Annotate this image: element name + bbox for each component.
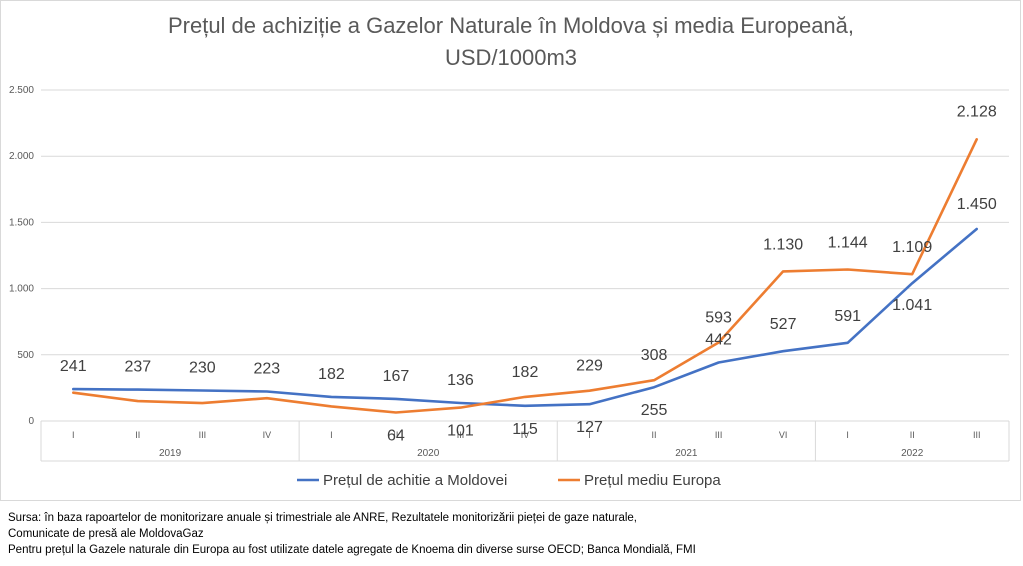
- data-label: 1.144: [828, 235, 868, 252]
- x-year-label: 2020: [417, 448, 440, 459]
- data-label: 223: [254, 360, 281, 377]
- data-label: 229: [576, 358, 603, 375]
- data-label: 527: [770, 316, 797, 333]
- x-tick-label: II: [393, 430, 398, 440]
- series-lines: [72, 138, 979, 414]
- x-tick-label: VI: [779, 430, 788, 440]
- x-tick-label: II: [910, 430, 915, 440]
- data-label: 591: [834, 308, 861, 325]
- data-label: 127: [576, 419, 603, 436]
- gridlines: 0 500 1.000 1.500 2.000 2.500: [9, 85, 1009, 427]
- data-label: 167: [383, 368, 410, 385]
- data-label: 136: [447, 372, 474, 389]
- data-label: 442: [705, 331, 732, 348]
- y-tick-label: 1.000: [9, 284, 34, 295]
- data-label: 237: [124, 359, 151, 376]
- data-label: 308: [641, 347, 668, 364]
- data-label: 241: [60, 358, 87, 375]
- line-chart: Prețul de achiziție a Gazelor Naturale î…: [9, 13, 1010, 489]
- series-line-europe: [72, 138, 979, 414]
- data-label: 2.128: [957, 103, 997, 120]
- data-label: 115: [512, 421, 538, 438]
- x-tick-label: III: [973, 430, 981, 440]
- legend-label: Prețul mediu Europa: [584, 472, 721, 489]
- data-label: 101: [447, 423, 474, 440]
- series-line-moldova: [72, 227, 979, 408]
- legend-label: Prețul de achitie a Moldovei: [323, 472, 507, 489]
- data-label: 1.041: [892, 297, 932, 314]
- x-tick-label: I: [330, 430, 333, 440]
- data-labels: 241 237 230 223 182 167 136 115 127 255 442 527 591 1…: [60, 103, 997, 444]
- x-tick-label: IV: [263, 430, 272, 440]
- x-tick-label: I: [846, 430, 849, 440]
- legend: Prețul de achitie a Moldovei Prețul mediu…: [297, 472, 721, 489]
- x-tick-label: I: [72, 430, 75, 440]
- data-label: 230: [189, 360, 216, 377]
- x-tick-label: III: [715, 430, 723, 440]
- y-tick-label: 2.500: [9, 85, 34, 96]
- x-tick-label: I: [588, 430, 591, 440]
- data-label: 182: [512, 364, 539, 381]
- data-label: 1.130: [763, 236, 803, 253]
- data-label: 593: [705, 309, 732, 326]
- data-label: 1.109: [892, 239, 932, 256]
- x-tick-label: IV: [521, 430, 530, 440]
- data-label: 1.450: [957, 196, 997, 213]
- x-tick-label: III: [199, 430, 207, 440]
- source-line: Sursa: în baza rapoartelor de monitoriza…: [8, 512, 637, 524]
- data-label: 64: [387, 428, 405, 445]
- x-tick-label: III: [457, 430, 465, 440]
- source-notes: Sursa: în baza rapoartelor de monitoriza…: [8, 510, 1018, 558]
- data-label: 255: [641, 402, 668, 419]
- source-line: Comunicate de presă ale MoldovaGaz: [8, 528, 204, 540]
- x-year-label: 2019: [159, 448, 182, 459]
- x-tick-label: II: [652, 430, 657, 440]
- chart-frame: Prețul de achiziție a Gazelor Naturale î…: [0, 0, 1021, 501]
- x-year-label: 2022: [901, 448, 924, 459]
- x-tick-label: II: [135, 430, 140, 440]
- y-tick-label: 0: [28, 416, 34, 427]
- x-year-label: 2021: [675, 448, 698, 459]
- chart-title-line1: Prețul de achiziție a Gazelor Naturale î…: [168, 13, 854, 38]
- y-tick-label: 2.000: [9, 151, 34, 162]
- y-tick-label: 1.500: [9, 217, 34, 228]
- chart-title-line2: USD/1000m3: [445, 45, 577, 70]
- data-label: 182: [318, 366, 345, 383]
- source-line: Pentru prețul la Gazele naturale din Eur…: [8, 544, 696, 556]
- y-tick-label: 500: [17, 350, 34, 361]
